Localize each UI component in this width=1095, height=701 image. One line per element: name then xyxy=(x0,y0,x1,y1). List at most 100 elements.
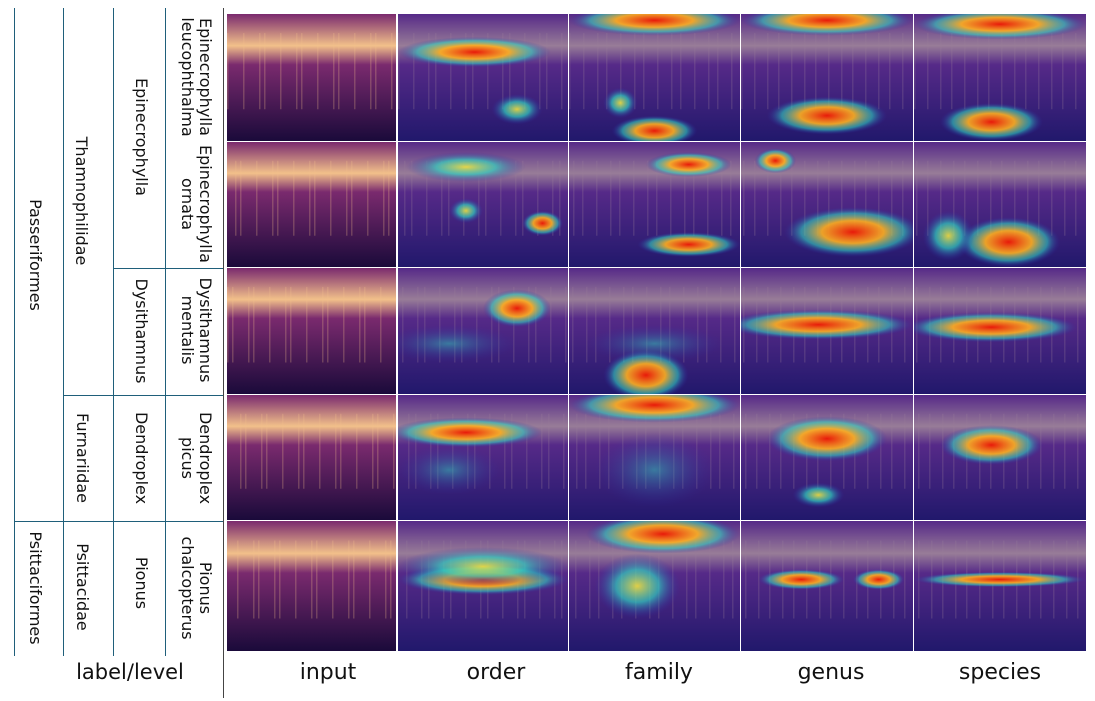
spectral-streak xyxy=(706,286,708,363)
spectral-streak xyxy=(524,33,526,110)
spectral-streak xyxy=(380,286,382,363)
family-label-thamnophilidae: Thamnophilidae xyxy=(72,136,91,266)
spectral-streak xyxy=(435,33,437,110)
spectral-streak xyxy=(596,160,598,236)
spectral-streak xyxy=(309,160,311,236)
spectral-streak xyxy=(1051,33,1053,110)
spectral-streak xyxy=(929,413,931,489)
activation-spot xyxy=(922,210,975,261)
spectral-streak xyxy=(660,286,662,363)
spectral-streak xyxy=(815,33,817,110)
spectral-streak xyxy=(734,286,736,363)
spectral-streak xyxy=(550,286,552,363)
spectral-streak xyxy=(245,413,247,489)
spectral-streak xyxy=(754,160,756,236)
order-label-psittaciformes: Psittaciformes xyxy=(26,531,45,645)
panel-r5-species xyxy=(914,521,1086,651)
activation-spot xyxy=(603,87,638,119)
activation-spot xyxy=(939,425,1043,465)
spectral-streak xyxy=(232,286,234,363)
spectral-streak xyxy=(293,160,295,236)
vline-family xyxy=(63,8,64,656)
spectral-streak xyxy=(316,540,318,619)
spectrogram-background xyxy=(227,395,396,520)
activation-spot xyxy=(569,14,740,36)
spectral-streak xyxy=(264,33,266,110)
spectral-streak xyxy=(277,160,279,236)
spectral-streak xyxy=(927,160,929,236)
spectrogram-background xyxy=(227,14,396,141)
spectral-streak xyxy=(804,160,806,236)
spectral-streak xyxy=(990,160,992,236)
spectral-streak xyxy=(388,160,390,236)
spectral-streak xyxy=(240,160,242,236)
spectral-streak xyxy=(259,33,261,110)
spectral-streak xyxy=(439,286,441,363)
panel-r2-genus xyxy=(741,142,913,267)
spectral-streak xyxy=(569,33,571,110)
spectral-streak xyxy=(657,33,659,110)
panel-r3-family xyxy=(569,268,740,394)
spectral-streak xyxy=(902,33,904,110)
spectral-streak xyxy=(322,286,324,363)
spectral-streak xyxy=(1075,33,1077,110)
species-label-mentalis: Dysithamnus mentalis xyxy=(178,277,215,383)
spectral-streak xyxy=(854,160,856,236)
activation-spot xyxy=(398,417,543,448)
panel-r3-genus xyxy=(741,268,913,394)
spectral-streak xyxy=(977,33,979,110)
spectral-streak xyxy=(237,540,239,619)
spectral-streak xyxy=(723,540,725,619)
spectral-streak xyxy=(891,413,893,489)
spectral-streak xyxy=(656,160,658,236)
spectral-streak xyxy=(295,540,297,619)
spectral-streak xyxy=(526,413,528,489)
family-label-psittacidae: Psittacidae xyxy=(73,543,92,631)
spectral-streak xyxy=(609,286,611,363)
spectral-streak xyxy=(684,160,686,236)
activation-spot xyxy=(594,432,715,508)
activation-spot xyxy=(754,148,797,174)
spectral-streak xyxy=(1038,33,1040,110)
spectral-streak xyxy=(317,33,319,110)
spectral-streak xyxy=(964,33,966,110)
activation-spot xyxy=(792,482,845,508)
spectral-streak xyxy=(441,160,443,236)
spectral-streak xyxy=(669,286,671,363)
spectral-streak xyxy=(343,286,345,363)
spectral-streak xyxy=(346,160,348,236)
panel-r1-family xyxy=(569,14,740,141)
spectral-streak xyxy=(680,33,682,110)
spectral-streak xyxy=(927,33,929,110)
spectral-streak xyxy=(693,160,695,236)
spectral-streak xyxy=(303,413,305,489)
spectral-streak xyxy=(351,160,353,236)
spectral-streak xyxy=(988,33,990,110)
panel-r1-genus xyxy=(741,14,913,141)
spectral-streak xyxy=(686,540,688,619)
activation-spot xyxy=(398,324,517,363)
spectral-streak xyxy=(964,160,966,236)
spectral-streak xyxy=(256,160,258,236)
activation-spot xyxy=(586,324,723,363)
spectral-streak xyxy=(576,413,578,489)
spectral-streak xyxy=(461,286,463,363)
spectral-streak xyxy=(541,413,543,489)
spectral-streak xyxy=(489,413,491,489)
spectral-streak xyxy=(904,540,906,619)
spectral-streak xyxy=(1014,160,1016,236)
spectral-streak xyxy=(311,540,313,619)
spectral-streak xyxy=(1038,160,1040,236)
activation-spot xyxy=(784,207,913,257)
activation-spot xyxy=(522,210,563,236)
spectral-streak xyxy=(472,33,474,110)
spectral-streak xyxy=(817,160,819,236)
spectral-streak xyxy=(828,33,830,110)
spectral-streak xyxy=(502,33,504,110)
panel-r2-species xyxy=(914,142,1086,267)
spectral-streak xyxy=(426,160,428,236)
spectral-streak xyxy=(537,160,539,236)
spectral-streak xyxy=(448,160,450,236)
spectral-streak xyxy=(450,33,452,110)
spectral-streak xyxy=(791,33,793,110)
